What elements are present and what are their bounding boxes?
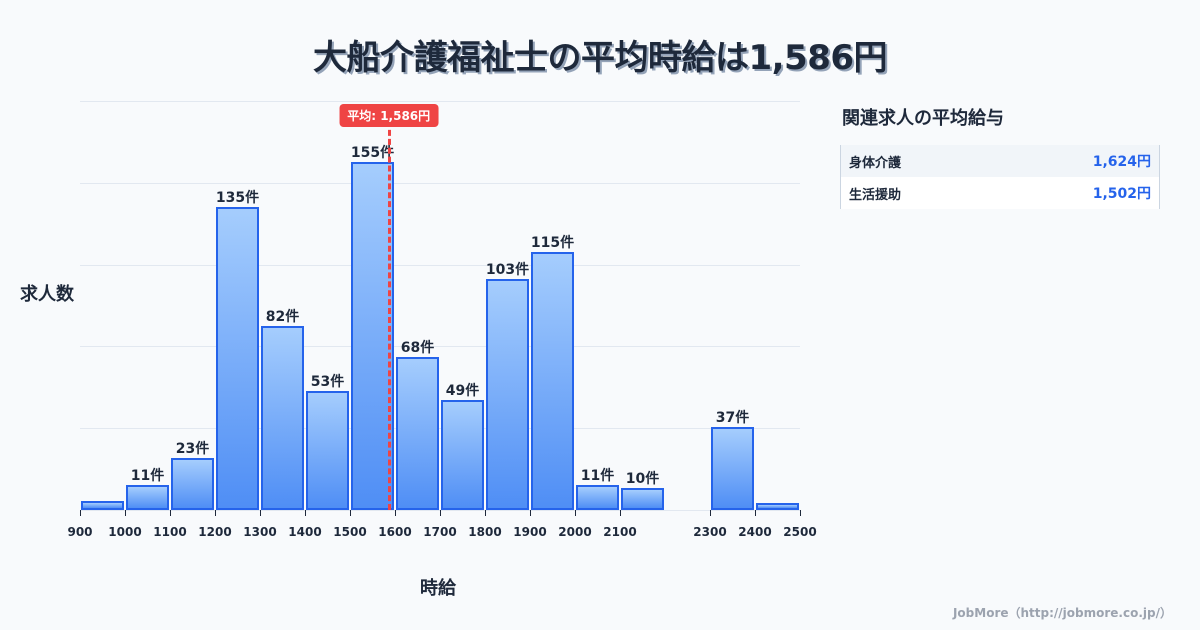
page-title: 大船介護福祉士の平均時給は1,586円 [312, 38, 888, 78]
bar-count-label: 37件 [715, 409, 750, 426]
gridline [80, 264, 800, 266]
x-tick [485, 510, 486, 516]
histogram-bar [216, 206, 259, 510]
bar-count-label: 49件 [445, 382, 480, 399]
bar-count-label: 23件 [175, 441, 210, 458]
histogram-bar [126, 485, 169, 510]
bar-count-label: 53件 [310, 373, 345, 390]
x-tick-label: 1300 [243, 525, 277, 539]
histogram-bar [306, 390, 349, 510]
x-tick-label: 1600 [378, 525, 412, 539]
x-tick-label: 2400 [738, 525, 772, 539]
x-tick-label: 900 [67, 525, 93, 539]
x-axis-label: 時給 [420, 578, 456, 599]
gridline [80, 182, 800, 184]
x-tick [215, 510, 216, 516]
bar-count-label: 68件 [400, 340, 435, 357]
x-tick-label: 1400 [288, 525, 322, 539]
histogram-bar [396, 357, 439, 510]
x-tick [530, 510, 531, 516]
x-tick [305, 510, 306, 516]
histogram-bar [486, 278, 529, 510]
x-tick [350, 510, 351, 516]
x-tick-label: 2000 [558, 525, 592, 539]
x-tick-label: 1900 [513, 525, 547, 539]
histogram-bar [576, 485, 619, 510]
histogram-plot: 11件 23件 135件 82件 53件 155件 68件 49件 103件 115件 11件 10件… [67, 101, 817, 539]
histogram-bar [711, 426, 754, 510]
x-tick [800, 510, 801, 516]
bar-count-label: 115件 [530, 234, 575, 251]
x-tick-label: 1700 [423, 525, 457, 539]
x-tick-label: 2300 [693, 525, 727, 539]
x-tick [260, 510, 261, 516]
bar-count-label: 11件 [130, 468, 165, 485]
job-type-salary: 1,624円 [1092, 154, 1151, 170]
mean-badge: 平均: 1,586円 [339, 104, 439, 127]
x-tick [395, 510, 396, 516]
bar-count-label: 11件 [580, 468, 615, 485]
x-tick-label: 1800 [468, 525, 502, 539]
x-tick-label: 1500 [333, 525, 367, 539]
histogram-bar [81, 501, 124, 510]
histogram-bar [351, 161, 394, 510]
bar-count-label: 155件 [350, 144, 395, 161]
x-tick [125, 510, 126, 516]
bar-count-label: 103件 [485, 261, 530, 278]
histogram-bar [171, 458, 214, 510]
x-tick [620, 510, 621, 516]
x-tick [755, 510, 756, 516]
x-tick-label: 2500 [783, 525, 817, 539]
related-salary-row: 身体介護 1,624円 [841, 145, 1159, 177]
x-tick [575, 510, 576, 516]
x-tick-label: 1100 [153, 525, 187, 539]
histogram-bar [756, 503, 799, 510]
related-salary-table: 身体介護 1,624円 生活援助 1,502円 [840, 145, 1160, 209]
job-type-salary: 1,502円 [1092, 186, 1151, 202]
related-salary-row: 生活援助 1,502円 [841, 177, 1159, 209]
x-tick [710, 510, 711, 516]
gridline [80, 346, 800, 348]
job-type-name: 生活援助 [849, 187, 902, 203]
source-credit: JobMore（http://jobmore.co.jp/） [952, 606, 1172, 620]
job-type-name: 身体介護 [849, 155, 902, 171]
bar-count-label: 82件 [265, 308, 300, 325]
x-tick [170, 510, 171, 516]
gridline [80, 101, 800, 102]
x-tick-label: 1200 [198, 525, 232, 539]
x-tick [80, 510, 81, 516]
x-tick [440, 510, 441, 516]
bar-count-label: 10件 [625, 470, 660, 487]
gridline [80, 428, 800, 430]
bar-count-label: 135件 [215, 189, 260, 206]
histogram-bar [621, 487, 664, 510]
histogram-bar [531, 251, 574, 510]
x-tick-label: 2100 [603, 525, 637, 539]
histogram-bar [441, 399, 484, 510]
y-axis-label: 求人数 [20, 284, 74, 305]
related-salary-title: 関連求人の平均給与 [842, 108, 1004, 129]
mean-line [387, 121, 391, 510]
x-tick-label: 1000 [108, 525, 142, 539]
histogram-bar [261, 325, 304, 510]
